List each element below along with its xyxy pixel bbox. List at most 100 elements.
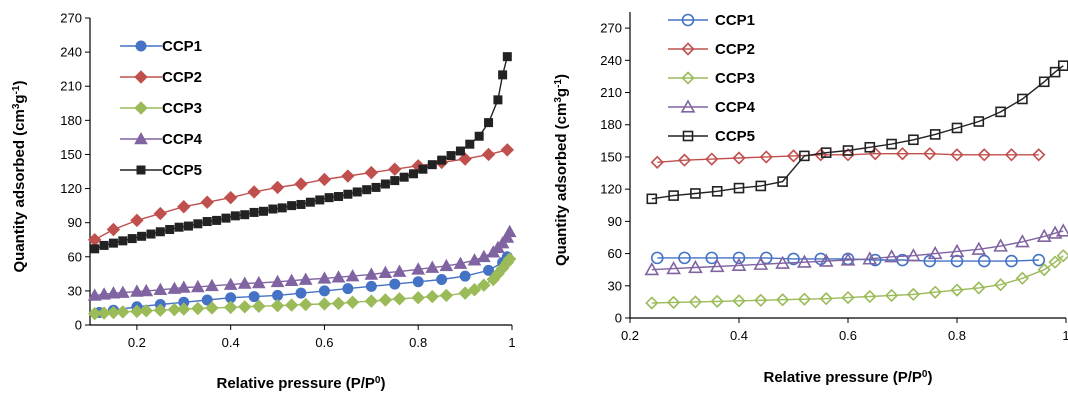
- data-point: [344, 190, 352, 198]
- data-point: [154, 208, 166, 220]
- y-tick-label: 30: [608, 278, 622, 293]
- y-tick-label: 120: [600, 182, 622, 197]
- data-point: [184, 222, 192, 230]
- series-line: [95, 57, 508, 249]
- data-point: [319, 286, 329, 296]
- legend-marker: [137, 166, 145, 174]
- data-point: [91, 245, 99, 253]
- data-point: [426, 291, 438, 303]
- y-tick-label: 150: [60, 147, 82, 162]
- series-line: [652, 66, 1064, 199]
- data-point: [460, 271, 470, 281]
- data-point: [389, 163, 401, 175]
- data-point: [475, 132, 483, 140]
- x-tick-label: 0.4: [730, 328, 748, 343]
- y-tick-label: 120: [60, 181, 82, 196]
- data-point: [138, 232, 146, 240]
- data-point: [391, 177, 399, 185]
- data-point: [203, 218, 211, 226]
- data-point: [278, 204, 286, 212]
- data-point: [318, 173, 330, 185]
- data-point: [440, 289, 452, 301]
- data-point: [499, 71, 507, 79]
- x-tick-label: 0.6: [839, 328, 857, 343]
- y-tick-label: 0: [75, 318, 82, 333]
- data-point: [447, 152, 455, 160]
- y-tick-label: 210: [600, 85, 622, 100]
- y-tick-label: 210: [60, 79, 82, 94]
- y-tick-label: 60: [68, 249, 82, 264]
- data-point: [410, 170, 418, 178]
- data-point: [353, 188, 361, 196]
- data-point: [201, 196, 213, 208]
- data-point: [273, 290, 283, 300]
- data-point: [1057, 225, 1068, 236]
- data-point: [428, 161, 436, 169]
- x-axis-label: Relative pressure (P/P0): [217, 375, 386, 393]
- data-point: [296, 288, 306, 298]
- data-point: [466, 140, 474, 148]
- x-tick-label: 0.2: [128, 335, 146, 350]
- data-point: [250, 208, 258, 216]
- data-point: [166, 225, 174, 233]
- data-point: [485, 119, 493, 127]
- data-point: [412, 292, 424, 304]
- data-point: [131, 214, 143, 226]
- data-point: [259, 207, 267, 215]
- data-point: [231, 212, 239, 220]
- y-tick-label: 270: [60, 11, 82, 26]
- y-tick-label: 60: [608, 246, 622, 261]
- data-point: [437, 275, 447, 285]
- data-point: [372, 183, 380, 191]
- y-tick-label: 0: [615, 311, 622, 326]
- series-ccp4: [646, 225, 1068, 274]
- data-point: [503, 53, 511, 61]
- y-tick-label: 30: [68, 283, 82, 298]
- series-ccp5: [647, 61, 1067, 203]
- data-point: [222, 214, 230, 222]
- data-point: [272, 300, 284, 312]
- data-point: [156, 228, 164, 236]
- x-tick-label: 0.8: [409, 335, 427, 350]
- x-tick-label: 0.6: [315, 335, 333, 350]
- data-point: [400, 173, 408, 181]
- legend-entry: CCP2: [715, 41, 755, 58]
- data-point: [343, 284, 353, 294]
- data-point: [109, 239, 117, 247]
- x-tick-label: 0.4: [222, 335, 240, 350]
- x-axis-label: Relative pressure (P/P0): [764, 369, 933, 387]
- y-axis-label: Quantity adsorbed (cm3g-1): [11, 81, 29, 273]
- data-point: [107, 223, 119, 235]
- data-point: [342, 170, 354, 182]
- data-point: [288, 202, 296, 210]
- y-tick-label: 180: [60, 113, 82, 128]
- data-point: [225, 192, 237, 204]
- data-point: [269, 205, 277, 213]
- data-point: [239, 301, 251, 313]
- data-point: [494, 96, 502, 104]
- data-point: [363, 186, 371, 194]
- legend-entry: CCP4: [162, 131, 203, 148]
- legend-entry: CCP1: [162, 38, 202, 55]
- data-point: [318, 298, 330, 310]
- legend-entry: CCP5: [162, 162, 202, 179]
- data-point: [483, 148, 495, 160]
- data-point: [225, 301, 237, 313]
- data-point: [381, 180, 389, 188]
- legend-marker: [136, 41, 146, 51]
- data-point: [390, 279, 400, 289]
- data-point: [366, 281, 376, 291]
- y-tick-label: 270: [600, 21, 622, 36]
- data-point: [335, 193, 343, 201]
- data-point: [178, 201, 190, 213]
- data-point: [128, 235, 136, 243]
- data-point: [413, 277, 423, 287]
- legend-entry: CCP1: [715, 12, 755, 29]
- data-point: [241, 211, 249, 219]
- data-point: [438, 156, 446, 164]
- y-tick-label: 240: [600, 53, 622, 68]
- data-point: [297, 200, 305, 208]
